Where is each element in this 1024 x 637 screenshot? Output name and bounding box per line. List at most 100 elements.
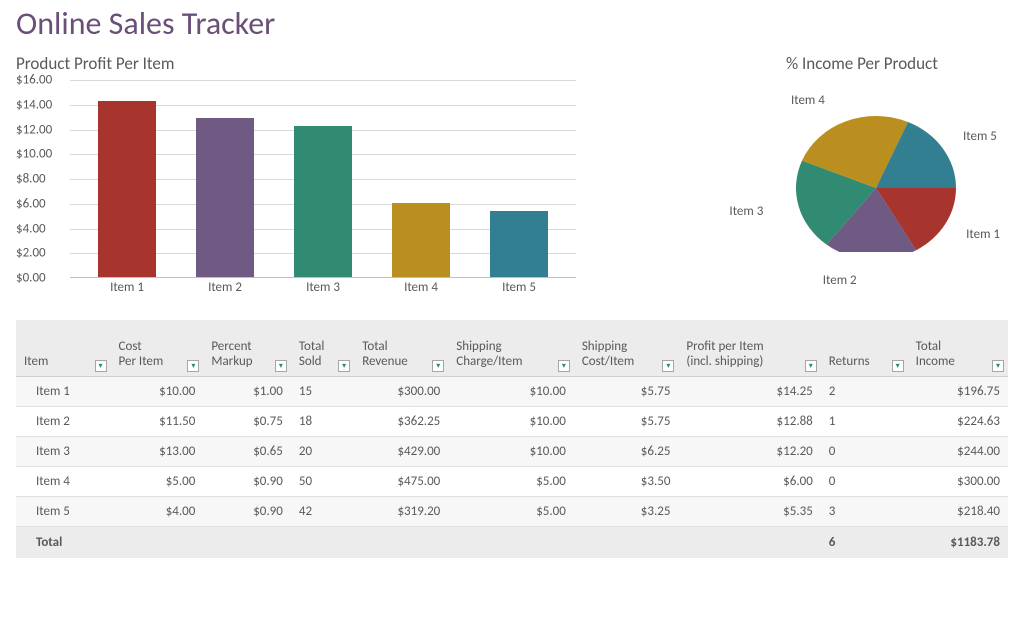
x-tick-label: Item 4 xyxy=(385,280,457,300)
table-cell: 3 xyxy=(821,496,908,526)
table-cell: $300.00 xyxy=(354,376,448,406)
table-footer-cell: $1183.78 xyxy=(908,526,1008,558)
column-header-text: Total xyxy=(362,340,440,355)
filter-dropdown-icon[interactable]: ▾ xyxy=(662,360,674,372)
column-header[interactable]: ShippingCost/Item▾ xyxy=(574,320,679,376)
column-header[interactable]: Item▾ xyxy=(16,320,111,376)
column-header-text: Markup xyxy=(211,355,283,370)
table-footer-cell xyxy=(574,526,679,558)
filter-dropdown-icon[interactable]: ▾ xyxy=(432,360,444,372)
table-cell: $14.25 xyxy=(678,376,820,406)
column-header[interactable]: Returns▾ xyxy=(821,320,908,376)
table-cell: $300.00 xyxy=(908,466,1008,496)
table-cell: $0.90 xyxy=(203,496,291,526)
column-header-text: Charge/Item xyxy=(456,355,566,370)
x-tick-label: Item 1 xyxy=(91,280,163,300)
bar-slot xyxy=(91,80,163,277)
column-header[interactable]: ShippingCharge/Item▾ xyxy=(448,320,574,376)
table-cell: Item 1 xyxy=(16,376,111,406)
table-cell: 0 xyxy=(821,436,908,466)
table-footer-cell xyxy=(111,526,204,558)
table-cell: 0 xyxy=(821,466,908,496)
column-header[interactable]: TotalRevenue▾ xyxy=(354,320,448,376)
pie-chart-title: % Income Per Product xyxy=(786,53,1024,74)
table-cell: $6.25 xyxy=(574,436,679,466)
bar-plot-area xyxy=(70,80,576,278)
filter-dropdown-icon[interactable]: ▾ xyxy=(992,360,1004,372)
y-tick-label: $0.00 xyxy=(16,271,66,286)
charts-row: Product Profit Per Item Item 1Item 2Item… xyxy=(16,53,1008,300)
table-cell: Item 5 xyxy=(16,496,111,526)
filter-dropdown-icon[interactable]: ▾ xyxy=(187,360,199,372)
bar xyxy=(196,118,254,277)
column-header-text: Revenue xyxy=(362,355,440,370)
table-row: Item 2$11.50$0.7518$362.25$10.00$5.75$12… xyxy=(16,406,1008,436)
bar xyxy=(294,126,352,277)
y-tick-label: $12.00 xyxy=(16,122,66,137)
column-header[interactable]: Profit per Item(incl. shipping)▾ xyxy=(678,320,820,376)
table-cell: $0.65 xyxy=(203,436,291,466)
table-cell: $5.00 xyxy=(448,496,574,526)
table-cell: $11.50 xyxy=(111,406,204,436)
filter-dropdown-icon[interactable]: ▾ xyxy=(805,360,817,372)
y-tick-label: $14.00 xyxy=(16,97,66,112)
table-cell: 15 xyxy=(291,376,354,406)
table-footer-cell xyxy=(354,526,448,558)
table-cell: $196.75 xyxy=(908,376,1008,406)
column-header-text: Total xyxy=(916,340,1000,355)
column-header-text: Shipping xyxy=(456,340,566,355)
column-header[interactable]: PercentMarkup▾ xyxy=(203,320,291,376)
column-header-text: (incl. shipping) xyxy=(686,355,812,370)
table-cell: $362.25 xyxy=(354,406,448,436)
column-header[interactable]: TotalSold▾ xyxy=(291,320,354,376)
table-cell: $10.00 xyxy=(111,376,204,406)
column-header-text: Cost xyxy=(119,340,196,355)
bar-slot xyxy=(189,80,261,277)
table-footer-cell: 6 xyxy=(821,526,908,558)
column-header[interactable]: TotalIncome▾ xyxy=(908,320,1008,376)
filter-dropdown-icon[interactable]: ▾ xyxy=(892,360,904,372)
y-tick-label: $8.00 xyxy=(16,172,66,187)
pie-slice-label: Item 5 xyxy=(963,129,997,144)
pie-svg xyxy=(796,108,956,252)
table-row: Item 5$4.00$0.9042$319.20$5.00$3.25$5.35… xyxy=(16,496,1008,526)
table-cell: 1 xyxy=(821,406,908,436)
filter-dropdown-icon[interactable]: ▾ xyxy=(275,360,287,372)
column-header-text: Per Item xyxy=(119,355,196,370)
filter-dropdown-icon[interactable]: ▾ xyxy=(95,360,107,372)
table-cell: $12.20 xyxy=(678,436,820,466)
filter-dropdown-icon[interactable]: ▾ xyxy=(338,360,350,372)
x-tick-label: Item 2 xyxy=(189,280,261,300)
table-footer-cell xyxy=(291,526,354,558)
table-cell: Item 4 xyxy=(16,466,111,496)
column-header[interactable]: CostPer Item▾ xyxy=(111,320,204,376)
x-tick-label: Item 3 xyxy=(287,280,359,300)
table-cell: $12.88 xyxy=(678,406,820,436)
table-cell: $218.40 xyxy=(908,496,1008,526)
sales-table: Item▾CostPer Item▾PercentMarkup▾TotalSol… xyxy=(16,320,1008,558)
column-header-text: Percent xyxy=(211,340,283,355)
table-cell: $244.00 xyxy=(908,436,1008,466)
table-cell: $4.00 xyxy=(111,496,204,526)
table-cell: $5.75 xyxy=(574,406,679,436)
bar-slot xyxy=(385,80,457,277)
y-tick-label: $4.00 xyxy=(16,221,66,236)
filter-dropdown-icon[interactable]: ▾ xyxy=(558,360,570,372)
table-cell: $3.25 xyxy=(574,496,679,526)
table-footer-cell xyxy=(678,526,820,558)
table-row: Item 4$5.00$0.9050$475.00$5.00$3.50$6.00… xyxy=(16,466,1008,496)
table-footer-row: Total6$1183.78 xyxy=(16,526,1008,558)
table-footer-cell xyxy=(203,526,291,558)
table-cell: Item 3 xyxy=(16,436,111,466)
table-cell: $3.50 xyxy=(574,466,679,496)
table-cell: $0.75 xyxy=(203,406,291,436)
table-cell: 18 xyxy=(291,406,354,436)
table-cell: $5.35 xyxy=(678,496,820,526)
table-cell: $224.63 xyxy=(908,406,1008,436)
table-cell: 50 xyxy=(291,466,354,496)
table-cell: 2 xyxy=(821,376,908,406)
bar xyxy=(98,101,156,277)
table-cell: $5.75 xyxy=(574,376,679,406)
table-cell: $5.00 xyxy=(111,466,204,496)
page-title: Online Sales Tracker xyxy=(16,4,1008,43)
